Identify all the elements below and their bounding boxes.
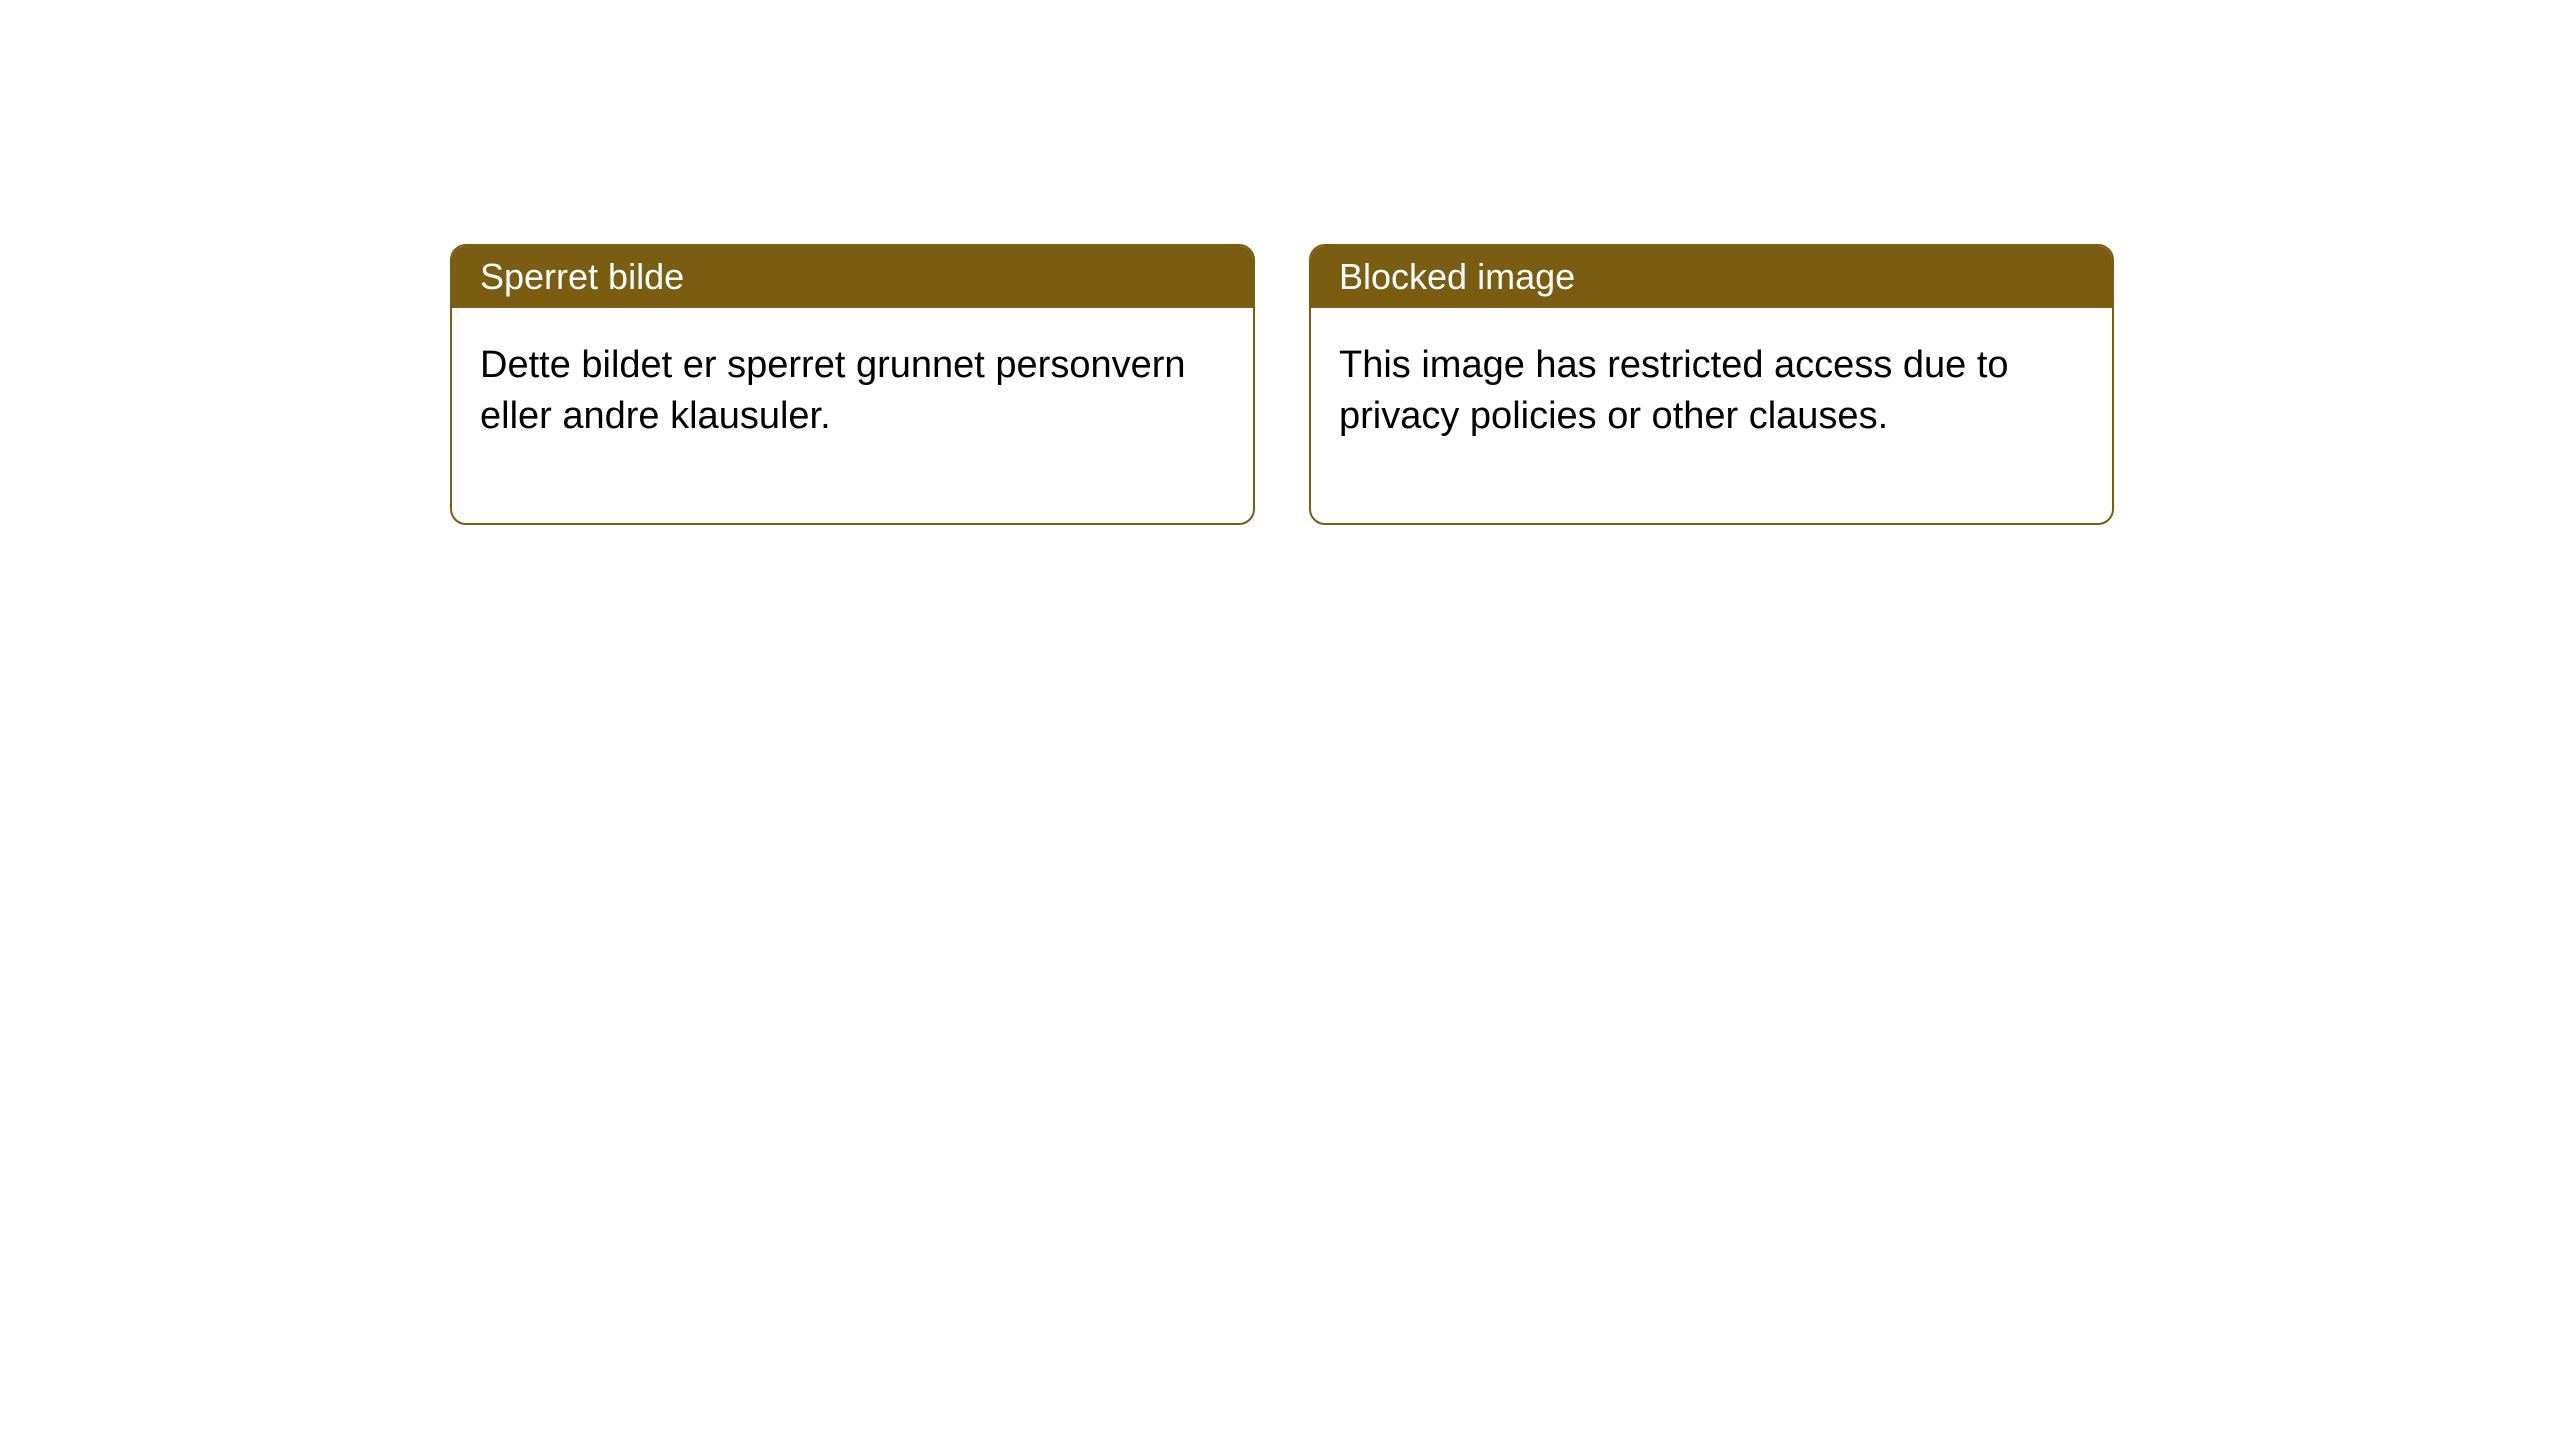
notice-container: Sperret bilde Dette bildet er sperret gr… <box>450 244 2114 525</box>
notice-title: Blocked image <box>1339 256 1575 297</box>
notice-body-text: Dette bildet er sperret grunnet personve… <box>480 344 1186 437</box>
notice-header: Blocked image <box>1311 246 2112 308</box>
notice-title: Sperret bilde <box>480 256 684 297</box>
notice-body: This image has restricted access due to … <box>1311 308 2112 523</box>
notice-body: Dette bildet er sperret grunnet personve… <box>452 308 1253 523</box>
notice-card-norwegian: Sperret bilde Dette bildet er sperret gr… <box>450 244 1255 525</box>
notice-header: Sperret bilde <box>452 246 1253 308</box>
notice-body-text: This image has restricted access due to … <box>1339 344 2009 437</box>
notice-card-english: Blocked image This image has restricted … <box>1309 244 2114 525</box>
